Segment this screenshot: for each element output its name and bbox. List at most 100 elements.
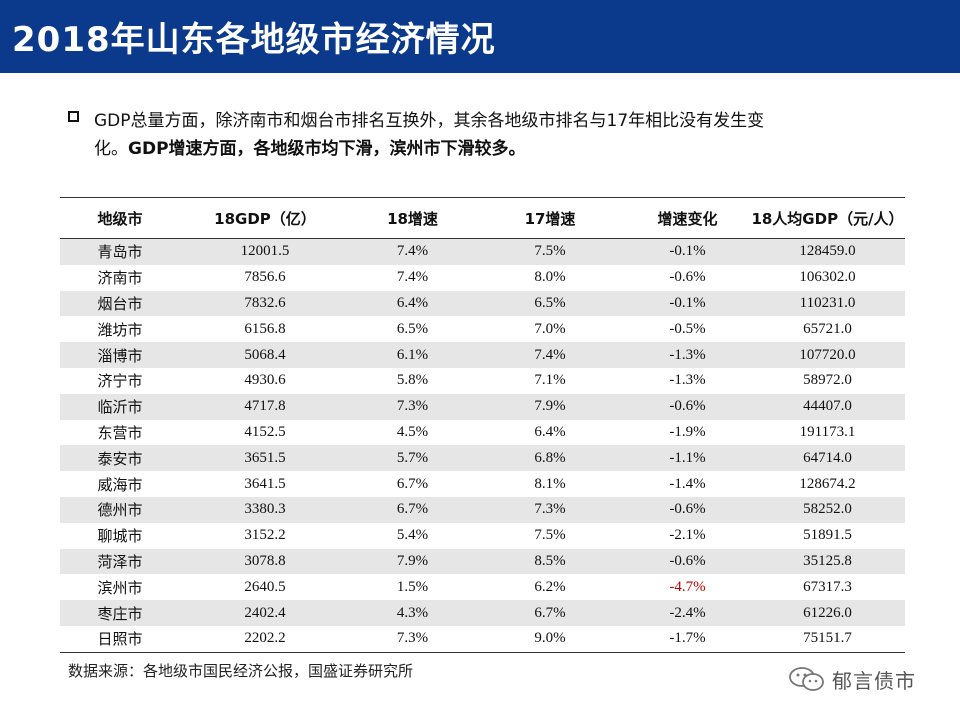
cell-gdp-per-capita: 64714.0 — [750, 445, 905, 472]
table-body: 青岛市 12001.5 7.4% 7.5% -0.1% 128459.0 济南市 7856.6… — [60, 238, 905, 653]
cell-gdp-per-capita: 75151.7 — [750, 625, 905, 653]
cell-growth-2018: 5.4% — [396, 527, 429, 544]
cell-gdp-2018: 2202.2 — [180, 625, 350, 653]
col-header-gdp-2018: 18GDP（亿） — [180, 197, 350, 239]
cell-city: 威海市 — [97, 475, 143, 494]
page-title: 2018年山东各地级市经济情况 — [12, 20, 496, 60]
cell-gdp-2018: 6156.8 — [244, 320, 286, 337]
cell-gdp-per-capita: 51891.5 — [803, 527, 852, 544]
table-row: 滨州市 2640.5 1.5% 6.2% -4.7% 67317.3 — [60, 574, 905, 600]
watermark: 郁言债市 — [788, 664, 916, 694]
cell-growth-2018: 7.4% — [350, 238, 475, 265]
cell-gdp-2018: 7832.6 — [180, 290, 350, 317]
cell-growth-2017: 6.7% — [475, 600, 625, 626]
cell-gdp-2018: 3078.8 — [180, 548, 350, 575]
table-row: 烟台市 7832.6 6.4% 6.5% -0.1% 110231.0 — [60, 290, 905, 317]
cell-growth-change: -0.6% — [669, 269, 706, 286]
cell-growth-2017: 6.4% — [534, 423, 566, 440]
title-bar: 2018年山东各地级市经济情况 — [0, 0, 960, 73]
cell-growth-2018: 5.8% — [396, 372, 429, 389]
summary-line-2-prefix: 化。 — [94, 139, 128, 159]
cell-growth-change: -4.7% — [669, 578, 706, 595]
cell-growth-change: -0.1% — [625, 290, 750, 317]
cell-gdp-per-capita: 44407.0 — [750, 393, 905, 420]
col-header-growth-change: 增速变化 — [625, 197, 750, 239]
cell-city: 济南市 — [97, 269, 143, 288]
square-bullet-icon — [68, 111, 79, 122]
cell-city: 潍坊市 — [97, 320, 143, 339]
cell-gdp-per-capita: 110231.0 — [750, 290, 905, 317]
cell-gdp-2018: 2640.5 — [244, 578, 286, 595]
cell-growth-2017: 8.0% — [534, 269, 566, 286]
summary-line-2: 化。GDP增速方面，各地级市均下滑，滨州市下滑较多。 — [94, 135, 898, 163]
cell-gdp-2018: 7856.6 — [244, 269, 286, 286]
summary-line-1: GDP总量方面，除济南市和烟台市排名互换外，其余各地级市排名与17年相比没有发生… — [94, 111, 765, 131]
cell-growth-change: -0.6% — [625, 548, 750, 575]
cell-growth-2017: 6.5% — [475, 290, 625, 317]
cell-growth-2017: 6.2% — [534, 578, 566, 595]
cell-growth-change: -2.4% — [625, 600, 750, 626]
cell-growth-change: -0.5% — [669, 320, 706, 337]
cell-growth-2017: 7.1% — [534, 372, 566, 389]
data-source-note: 数据来源：各地级市国民经济公报，国盛证券研究所 — [68, 662, 414, 680]
cell-city: 日照市 — [60, 625, 180, 653]
cell-growth-2018: 6.7% — [350, 496, 475, 523]
cell-growth-2017: 7.4% — [475, 342, 625, 368]
cell-growth-2017: 7.3% — [475, 496, 625, 523]
cell-gdp-per-capita: 106302.0 — [799, 269, 856, 286]
cell-city: 济宁市 — [97, 372, 143, 391]
table-header-row: 地级市 18GDP（亿） 18增速 17增速 增速变化 18人均GDP（元/人） — [60, 197, 905, 239]
cell-gdp-2018: 4152.5 — [244, 423, 286, 440]
cell-city: 枣庄市 — [60, 600, 180, 626]
cell-gdp-per-capita: 67317.3 — [803, 578, 852, 595]
cell-gdp-2018: 3152.2 — [244, 527, 286, 544]
cell-city: 淄博市 — [60, 342, 180, 368]
summary-line-2-bold: GDP增速方面，各地级市均下滑，滨州市下滑较多。 — [128, 139, 526, 159]
summary-text: GDP总量方面，除济南市和烟台市排名互换外，其余各地级市排名与17年相比没有发生… — [94, 107, 898, 163]
cell-city: 青岛市 — [60, 238, 180, 265]
cell-growth-change: -0.1% — [625, 238, 750, 265]
cell-gdp-per-capita: 128459.0 — [750, 238, 905, 265]
table-row: 日照市 2202.2 7.3% 9.0% -1.7% 75151.7 — [60, 625, 905, 653]
cell-gdp-per-capita: 107720.0 — [750, 342, 905, 368]
cell-growth-2018: 6.4% — [350, 290, 475, 317]
table-row: 淄博市 5068.4 6.1% 7.4% -1.3% 107720.0 — [60, 342, 905, 368]
col-header-gdp-per-capita: 18人均GDP（元/人） — [750, 197, 905, 239]
cell-gdp-2018: 3641.5 — [244, 475, 286, 492]
table-row: 枣庄市 2402.4 4.3% 6.7% -2.4% 61226.0 — [60, 600, 905, 626]
cell-gdp-per-capita: 58972.0 — [803, 372, 852, 389]
cell-city: 烟台市 — [60, 290, 180, 317]
cell-city: 泰安市 — [60, 445, 180, 472]
cell-gdp-per-capita: 128674.2 — [799, 475, 856, 492]
cell-city: 菏泽市 — [60, 548, 180, 575]
cell-growth-2018: 5.7% — [350, 445, 475, 472]
cell-growth-change: -1.7% — [625, 625, 750, 653]
cell-gdp-2018: 4930.6 — [244, 372, 286, 389]
cell-growth-2017: 7.5% — [534, 527, 566, 544]
cell-gdp-2018: 3651.5 — [180, 445, 350, 472]
cell-growth-2017: 9.0% — [475, 625, 625, 653]
cell-gdp-per-capita: 65721.0 — [803, 320, 852, 337]
cell-growth-change: -0.6% — [625, 393, 750, 420]
cell-growth-2017: 6.8% — [475, 445, 625, 472]
cell-growth-change: -1.3% — [625, 342, 750, 368]
table-row: 东营市 4152.5 4.5% 6.4% -1.9% 191173.1 — [60, 420, 905, 446]
table-row: 济宁市 4930.6 5.8% 7.1% -1.3% 58972.0 — [60, 368, 905, 394]
cell-growth-change: -1.1% — [625, 445, 750, 472]
cell-growth-2018: 7.3% — [350, 625, 475, 653]
cell-growth-2018: 7.9% — [350, 548, 475, 575]
cell-gdp-per-capita: 191173.1 — [799, 423, 856, 440]
cell-growth-2018: 1.5% — [396, 578, 429, 595]
cell-city: 德州市 — [60, 496, 180, 523]
cell-growth-2018: 7.3% — [350, 393, 475, 420]
table-row: 聊城市 3152.2 5.4% 7.5% -2.1% 51891.5 — [60, 523, 905, 549]
cell-growth-2017: 8.1% — [534, 475, 566, 492]
table-row: 威海市 3641.5 6.7% 8.1% -1.4% 128674.2 — [60, 471, 905, 497]
cell-growth-change: -1.3% — [669, 372, 706, 389]
cell-growth-2018: 6.1% — [350, 342, 475, 368]
cell-gdp-2018: 4717.8 — [180, 393, 350, 420]
table-row: 青岛市 12001.5 7.4% 7.5% -0.1% 128459.0 — [60, 238, 905, 265]
cell-gdp-per-capita: 58252.0 — [750, 496, 905, 523]
table-row: 菏泽市 3078.8 7.9% 8.5% -0.6% 35125.8 — [60, 548, 905, 575]
table-row: 济南市 7856.6 7.4% 8.0% -0.6% 106302.0 — [60, 265, 905, 291]
